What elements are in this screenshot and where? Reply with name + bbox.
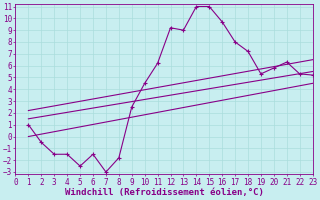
X-axis label: Windchill (Refroidissement éolien,°C): Windchill (Refroidissement éolien,°C): [65, 188, 263, 197]
